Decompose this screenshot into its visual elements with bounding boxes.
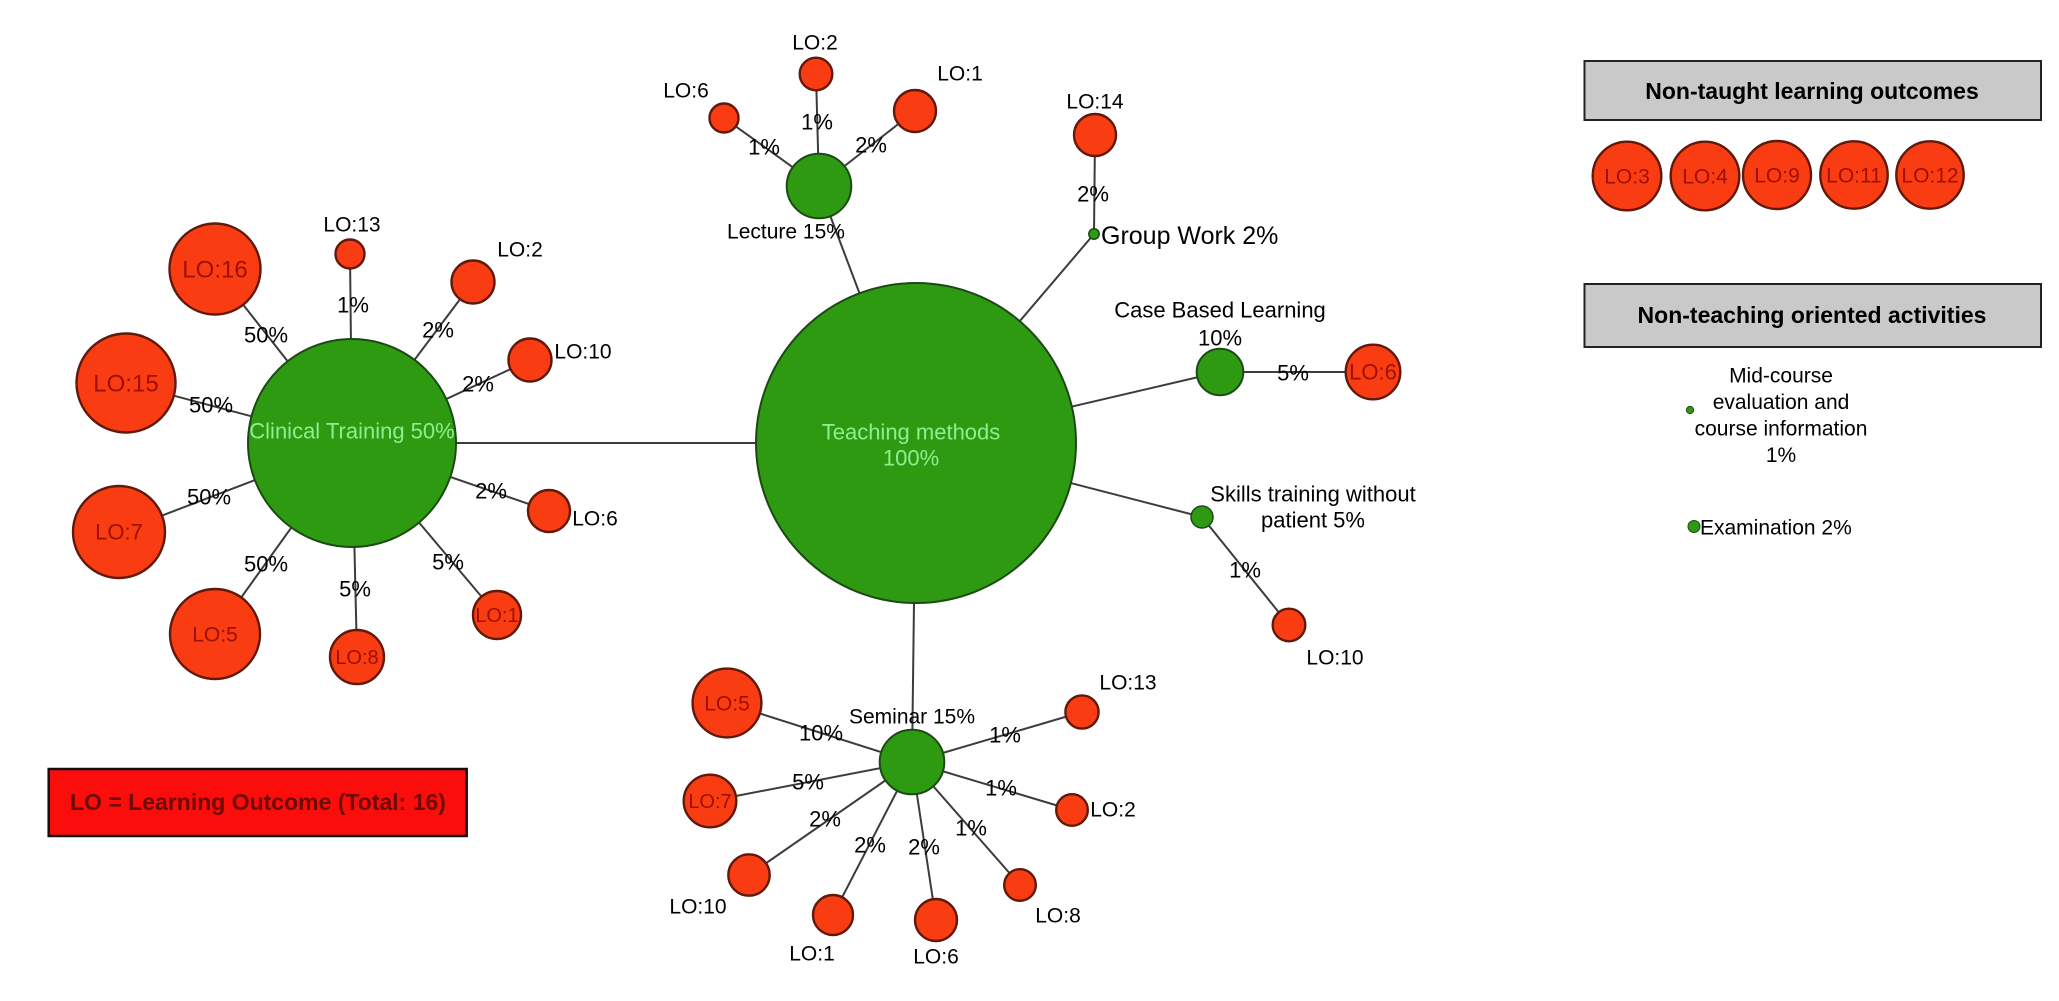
- svg-text:Skills training without: Skills training without: [1210, 482, 1415, 507]
- svg-text:course information: course information: [1695, 418, 1868, 441]
- svg-text:patient 5%: patient 5%: [1261, 508, 1365, 533]
- svg-text:Clinical Training 50%: Clinical Training 50%: [249, 419, 454, 444]
- svg-text:LO:10: LO:10: [669, 895, 726, 918]
- svg-text:Seminar 15%: Seminar 15%: [849, 705, 975, 728]
- svg-text:1%: 1%: [1229, 558, 1261, 583]
- svg-text:Teaching methods: Teaching methods: [822, 420, 1001, 445]
- svg-text:5%: 5%: [432, 550, 464, 575]
- svg-text:50%: 50%: [189, 393, 233, 418]
- svg-text:LO:12: LO:12: [1901, 164, 1958, 187]
- svg-text:LO = Learning Outcome (Total:: LO = Learning Outcome (Total: 16): [70, 789, 446, 815]
- svg-text:5%: 5%: [1277, 361, 1309, 386]
- svg-text:50%: 50%: [244, 323, 288, 348]
- svg-text:LO:7: LO:7: [95, 520, 143, 545]
- svg-text:5%: 5%: [792, 770, 824, 795]
- svg-text:LO:6: LO:6: [913, 945, 959, 968]
- svg-text:2%: 2%: [855, 133, 887, 158]
- svg-text:2%: 2%: [1077, 182, 1109, 207]
- svg-text:2%: 2%: [854, 833, 886, 858]
- svg-text:Non-taught learning outcomes: Non-taught learning outcomes: [1645, 78, 1979, 104]
- svg-text:LO:10: LO:10: [1306, 646, 1363, 669]
- svg-text:2%: 2%: [809, 807, 841, 832]
- svg-text:Non-teaching oriented activiti: Non-teaching oriented activities: [1638, 302, 1987, 328]
- svg-text:LO:2: LO:2: [1090, 798, 1136, 821]
- svg-text:1%: 1%: [801, 110, 833, 135]
- svg-text:Examination 2%: Examination 2%: [1700, 516, 1852, 539]
- svg-text:LO:2: LO:2: [792, 31, 838, 54]
- svg-text:LO:6: LO:6: [663, 79, 709, 102]
- svg-text:LO:10: LO:10: [554, 340, 611, 363]
- svg-text:LO:13: LO:13: [1099, 671, 1156, 694]
- svg-text:LO:1: LO:1: [937, 62, 983, 85]
- svg-text:LO:5: LO:5: [704, 692, 750, 715]
- svg-text:Group Work 2%: Group Work 2%: [1101, 222, 1278, 250]
- svg-text:LO:14: LO:14: [1066, 90, 1124, 113]
- svg-text:LO:5: LO:5: [192, 623, 238, 646]
- svg-text:2%: 2%: [422, 318, 454, 343]
- svg-text:1%: 1%: [1766, 444, 1796, 467]
- svg-text:LO:8: LO:8: [1035, 904, 1081, 927]
- svg-text:LO:13: LO:13: [323, 213, 380, 236]
- svg-text:2%: 2%: [908, 835, 940, 860]
- svg-text:LO:3: LO:3: [1604, 165, 1650, 188]
- svg-text:2%: 2%: [462, 372, 494, 397]
- svg-text:LO:4: LO:4: [1682, 165, 1728, 188]
- svg-text:LO:15: LO:15: [93, 370, 158, 397]
- svg-text:10%: 10%: [799, 721, 843, 746]
- svg-text:100%: 100%: [883, 446, 939, 471]
- svg-text:LO:6: LO:6: [1349, 360, 1397, 385]
- svg-text:LO:6: LO:6: [572, 507, 618, 530]
- svg-text:Case Based Learning: Case Based Learning: [1114, 298, 1326, 323]
- svg-text:LO:1: LO:1: [475, 605, 518, 627]
- svg-text:LO:1: LO:1: [789, 942, 835, 965]
- svg-text:LO:16: LO:16: [182, 256, 247, 283]
- svg-text:5%: 5%: [339, 577, 371, 602]
- svg-text:1%: 1%: [989, 723, 1021, 748]
- svg-text:2%: 2%: [475, 479, 507, 504]
- svg-text:Lecture 15%: Lecture 15%: [727, 220, 845, 243]
- svg-text:50%: 50%: [187, 485, 231, 510]
- svg-text:50%: 50%: [244, 552, 288, 577]
- svg-text:LO:7: LO:7: [688, 791, 731, 813]
- svg-text:1%: 1%: [985, 776, 1017, 801]
- svg-text:LO:9: LO:9: [1754, 164, 1800, 187]
- svg-text:Mid-course: Mid-course: [1729, 364, 1833, 387]
- svg-text:1%: 1%: [337, 293, 369, 318]
- svg-text:LO:11: LO:11: [1826, 164, 1882, 187]
- svg-text:10%: 10%: [1198, 326, 1242, 351]
- svg-text:1%: 1%: [955, 816, 987, 841]
- svg-text:LO:8: LO:8: [335, 647, 378, 669]
- svg-text:1%: 1%: [748, 135, 780, 160]
- svg-text:LO:2: LO:2: [497, 238, 543, 261]
- svg-text:evaluation and: evaluation and: [1713, 391, 1850, 414]
